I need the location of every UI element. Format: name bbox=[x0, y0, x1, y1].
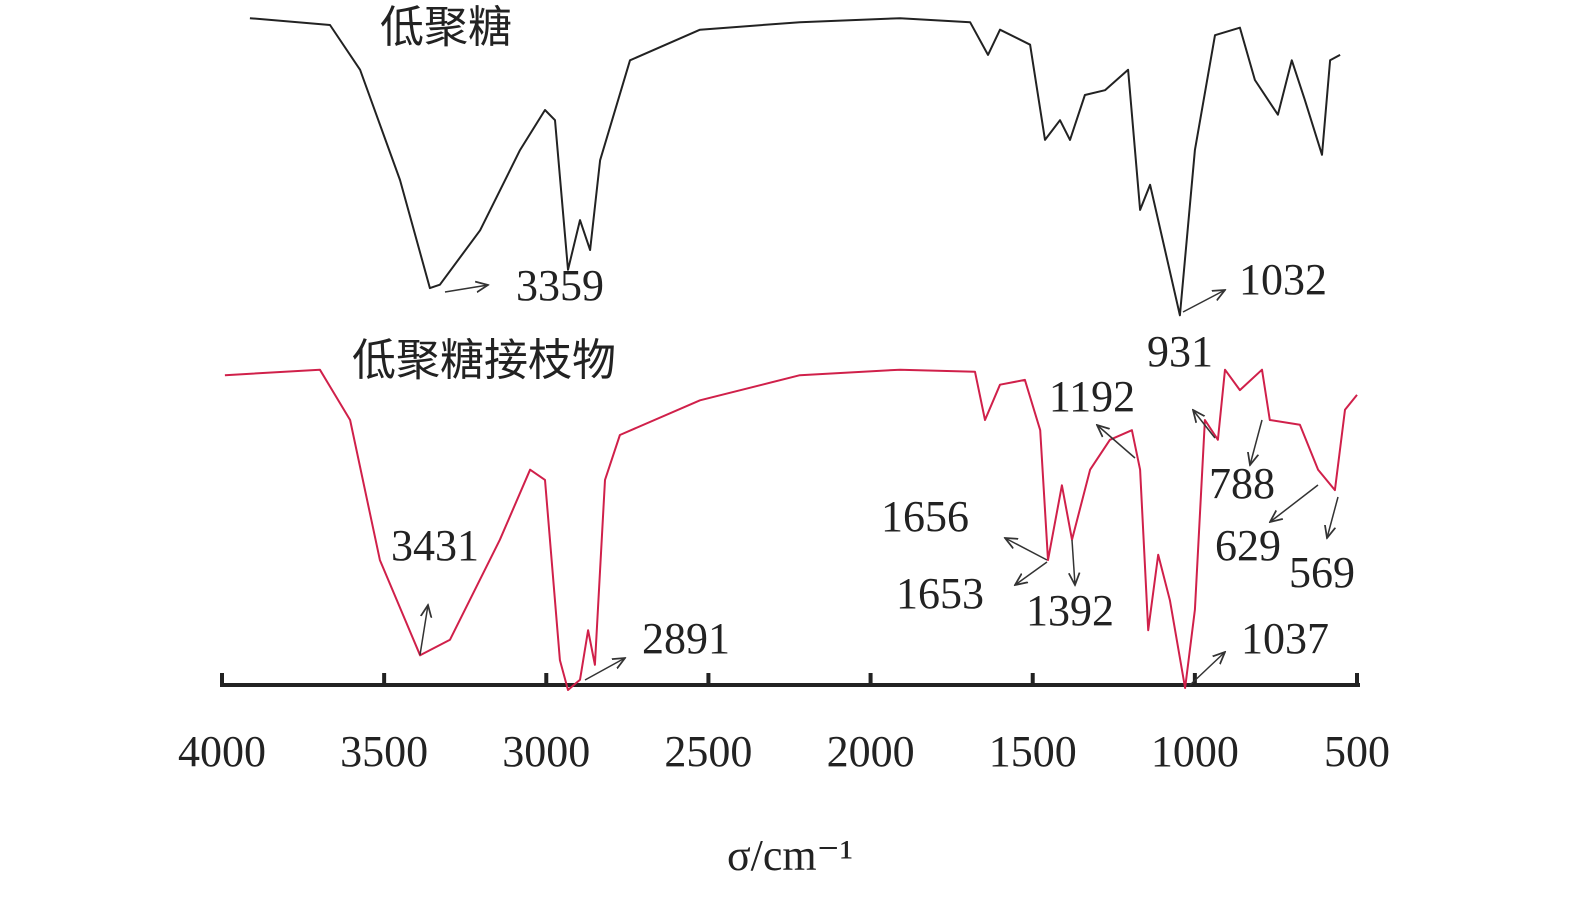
peak-arrow bbox=[1072, 539, 1075, 585]
peak-arrow bbox=[1015, 561, 1048, 585]
x-tick-label: 3000 bbox=[502, 727, 590, 776]
peak-arrow bbox=[1189, 652, 1225, 686]
peak-arrow bbox=[1097, 425, 1136, 459]
peak-arrow bbox=[1250, 419, 1263, 465]
peak-label: 3431 bbox=[391, 521, 479, 570]
peak-arrow bbox=[1193, 410, 1216, 439]
peak-label: 1392 bbox=[1026, 586, 1114, 635]
peak-arrow bbox=[444, 285, 488, 292]
x-tick-label: 1000 bbox=[1151, 727, 1239, 776]
spectrum-line bbox=[249, 17, 1341, 317]
x-axis-label: σ/cm⁻¹ bbox=[727, 831, 853, 880]
series-label: 低聚糖接枝物 bbox=[352, 336, 616, 385]
peak-label: 569 bbox=[1289, 548, 1355, 597]
peak-arrow bbox=[1005, 538, 1048, 561]
peak-label: 1656 bbox=[881, 492, 969, 541]
peak-label: 931 bbox=[1147, 327, 1213, 376]
x-tick-label: 3500 bbox=[340, 727, 428, 776]
peak-arrow bbox=[1182, 290, 1225, 313]
peak-arrow bbox=[419, 605, 428, 656]
peak-label: 3359 bbox=[516, 261, 604, 310]
x-tick-label: 500 bbox=[1324, 727, 1390, 776]
peak-label: 1032 bbox=[1239, 255, 1327, 304]
x-tick-label: 2000 bbox=[827, 727, 915, 776]
x-tick-label: 4000 bbox=[178, 727, 266, 776]
peak-label: 788 bbox=[1209, 459, 1275, 508]
peak-label: 629 bbox=[1215, 521, 1281, 570]
peak-label: 2891 bbox=[642, 614, 730, 663]
peak-label: 1653 bbox=[896, 569, 984, 618]
peak-label: 1192 bbox=[1049, 372, 1135, 421]
spectrum-line bbox=[224, 368, 1358, 691]
x-tick-label: 2500 bbox=[664, 727, 752, 776]
series-label: 低聚糖 bbox=[380, 3, 512, 52]
peak-arrow bbox=[1270, 484, 1319, 522]
x-tick-label: 1500 bbox=[989, 727, 1077, 776]
peak-arrow bbox=[1327, 496, 1339, 538]
peak-label: 1037 bbox=[1241, 614, 1329, 663]
peak-arrow bbox=[584, 658, 625, 681]
